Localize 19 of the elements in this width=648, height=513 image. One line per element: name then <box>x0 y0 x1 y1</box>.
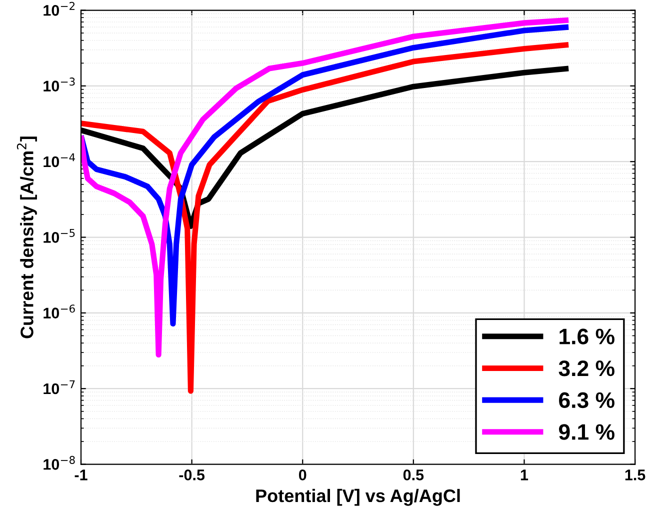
y-tick-label: 10$^{−7}$ <box>44 380 75 394</box>
x-tick-label: 0.5 <box>403 470 424 480</box>
y-tick-label: 10$^{−5}$ <box>44 229 75 243</box>
x-tick-label: -1 <box>74 470 88 480</box>
y-tick-label: 10$^{−4}$ <box>44 153 75 168</box>
y-tick-label: 10$^{−8}$ <box>44 456 75 470</box>
y-tick-label: 10$^{−3}$ <box>44 78 75 92</box>
y-axis-title: Current density [A/cm$^{2}$] <box>16 136 37 338</box>
y-tick-label: 10$^{−2}$ <box>44 2 75 16</box>
legend-label: 1.6 % <box>560 328 614 344</box>
y-tick-label: 10$^{−6}$ <box>44 304 75 318</box>
legend-label: 9.1 % <box>558 424 614 440</box>
x-tick-label: 0 <box>298 470 306 480</box>
x-tick-label: -0.5 <box>179 470 205 480</box>
x-tick-label: 1 <box>520 470 528 480</box>
legend-label: 3.2 % <box>558 360 614 376</box>
x-tick-label: 1.5 <box>625 470 646 480</box>
legend-label: 6.3 % <box>559 392 614 408</box>
x-axis-title: Potential [V] vs Ag/AgCl <box>256 488 460 506</box>
